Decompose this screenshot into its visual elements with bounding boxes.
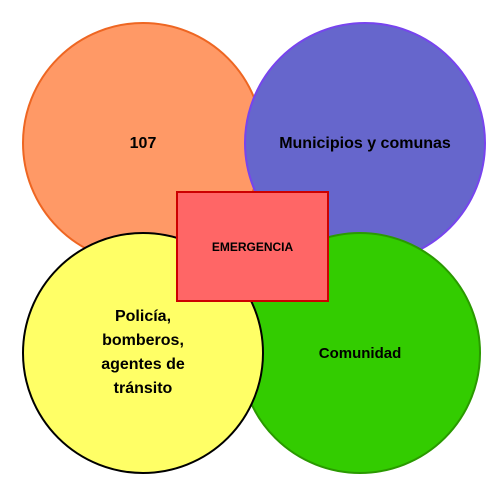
label-emergencia: EMERGENCIA xyxy=(211,240,294,254)
emergencia-box xyxy=(176,191,329,302)
label-comunidad: Comunidad xyxy=(318,344,402,362)
label-107: 107 xyxy=(129,135,157,152)
label-municipios-y-comunas: Municipios y comunas xyxy=(279,135,451,152)
label-policia-bomberos-transito: Policía, bomberos, agentes de tránsito xyxy=(101,308,185,397)
